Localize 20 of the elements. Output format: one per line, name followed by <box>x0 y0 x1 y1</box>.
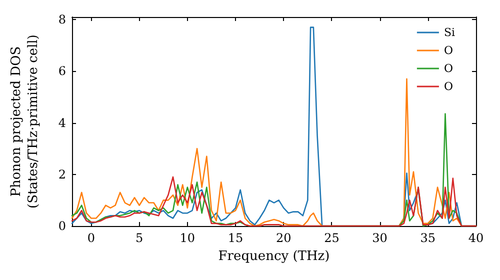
legend-label: Si <box>444 26 456 39</box>
y-tick-label: 0 <box>58 219 66 233</box>
legend-label: O <box>444 44 453 57</box>
x-tick-label: 25 <box>324 231 340 245</box>
y-tick-label: 4 <box>58 116 66 130</box>
x-tick-label: 5 <box>136 231 144 245</box>
legend-label: O <box>444 62 453 75</box>
x-axis-title: Frequency (THz) <box>218 249 330 264</box>
x-tick-label: 30 <box>372 231 388 245</box>
legend-label: O <box>444 80 453 93</box>
y-tick-label: 8 <box>58 12 66 27</box>
y-tick-label: 6 <box>58 64 66 78</box>
x-tick-label: 0 <box>87 231 96 245</box>
y-tick-label: 2 <box>58 167 66 182</box>
x-tick-label: 10 <box>180 231 196 245</box>
y-axis-title: Phonon projected DOS (States/THz·primitive cell) <box>9 34 41 209</box>
x-tick-label: 35 <box>420 231 436 245</box>
x-tick-label: 15 <box>228 231 244 245</box>
x-tick-label: 40 <box>468 231 484 245</box>
x-tick-label: 20 <box>276 231 292 245</box>
